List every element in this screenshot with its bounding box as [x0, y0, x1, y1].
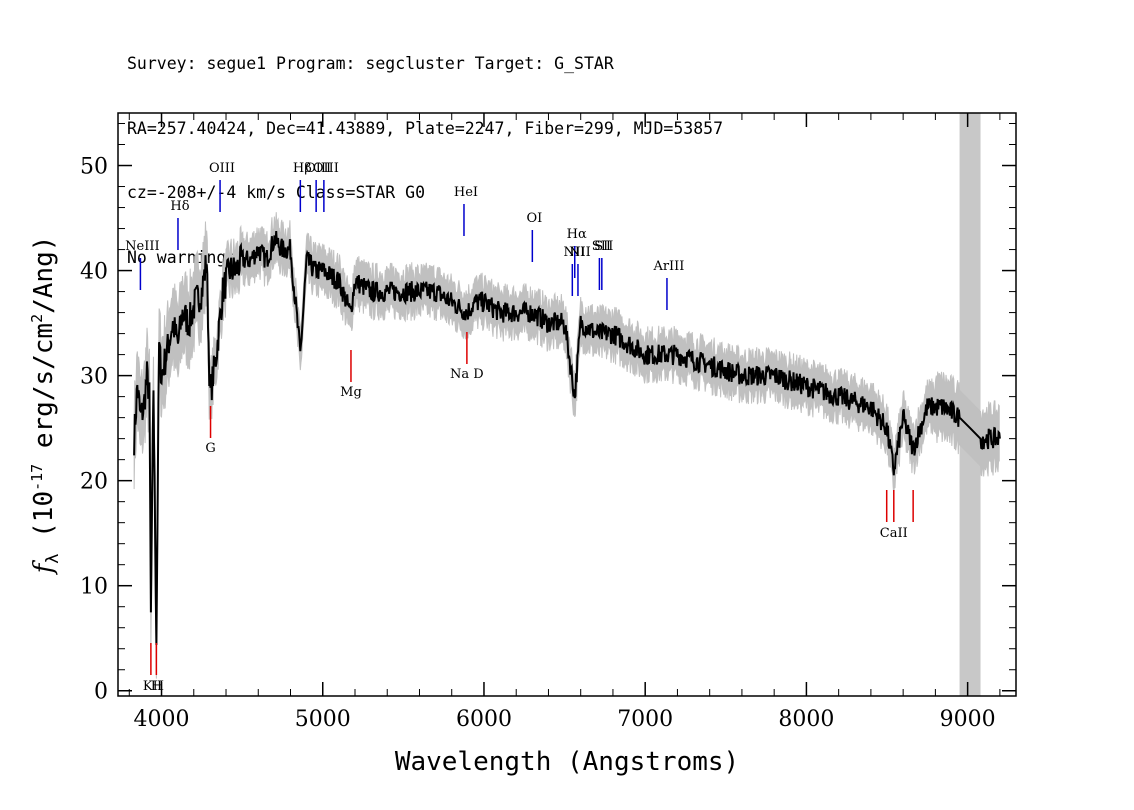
- x-tick-label: 7000: [617, 707, 673, 732]
- emission-line-label: OIII: [209, 161, 235, 176]
- y-tick-label: 0: [94, 680, 108, 705]
- emission-line-label: OI: [526, 211, 542, 226]
- y-tick-label: 30: [80, 365, 108, 390]
- emission-line-label: OIII: [313, 161, 339, 176]
- y-tick-label: 10: [80, 575, 108, 600]
- emission-line-label: SII: [592, 239, 611, 254]
- y-tick-label: 20: [80, 470, 108, 495]
- absorption-line-label: G: [205, 441, 215, 456]
- absorption-line-label: H: [151, 679, 162, 694]
- spectrum-header: Survey: segue1 Program: segcluster Targe…: [127, 10, 723, 290]
- axis-ticks: 4000 5000 6000 7000 8000 9000 0 10 20 30 40 50: [80, 113, 1016, 732]
- emission-line-label: NeIII: [125, 239, 159, 254]
- absorption-line-label: Na D: [450, 367, 484, 382]
- x-tick-label: 8000: [778, 707, 834, 732]
- y-tick-label: 50: [80, 155, 108, 180]
- plot-frame: [117, 112, 1017, 697]
- header-line-redshift-class: cz=-208+/-4 km/s Class=STAR G0: [127, 183, 426, 202]
- emission-line-label: SII: [594, 239, 613, 254]
- error-band: [133, 212, 1000, 679]
- x-tick-label: 9000: [940, 707, 996, 732]
- x-tick-label: 4000: [134, 707, 190, 732]
- emission-line-label: Hδ: [170, 199, 189, 214]
- absorption-line-label: CaII: [880, 526, 908, 541]
- y-axis-label: fλ (10-17 erg/s/cm2/Ang): [28, 236, 63, 576]
- emission-line-label: ArIII: [652, 259, 684, 274]
- spectral-line-markers: NeIIIHδOIIIHβOIIIOIIIHeIOINIIHαNIISIISII…: [125, 161, 914, 694]
- flux-line: [133, 231, 1001, 646]
- y-tick-label: 40: [80, 260, 108, 285]
- header-line-coordinates: RA=257.40424, Dec=41.43889, Plate=2247, …: [127, 118, 724, 138]
- error-band-area: [133, 212, 1000, 679]
- emission-line-label: NII: [569, 245, 591, 260]
- x-axis-label: Wavelength (Angstroms): [395, 747, 739, 777]
- absorption-line-label: KH: [143, 679, 164, 694]
- header-line-survey: Survey: segue1 Program: segcluster Targe…: [127, 54, 614, 73]
- emission-line-label: HeI: [454, 185, 478, 200]
- emission-line-label: Hα: [567, 227, 587, 242]
- x-tick-label: 5000: [295, 707, 351, 732]
- emission-line-label: OIII: [305, 161, 331, 176]
- x-tick-label: 6000: [456, 707, 512, 732]
- emission-line-label: Hβ: [293, 161, 312, 176]
- flux-series: [133, 231, 1001, 646]
- absorption-line-label: Mg: [340, 385, 362, 400]
